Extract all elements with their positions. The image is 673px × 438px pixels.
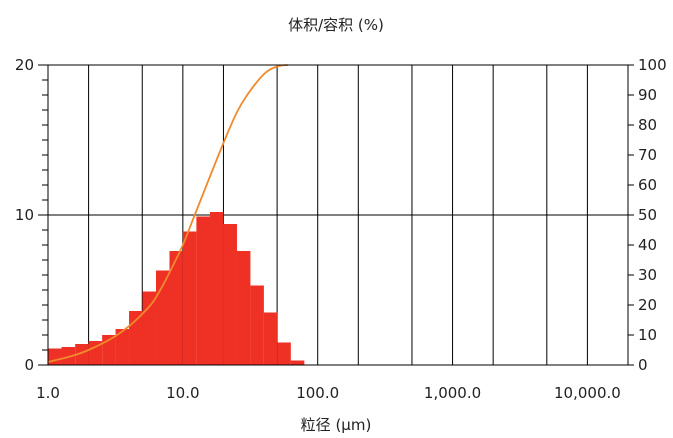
histogram-bar — [290, 360, 305, 365]
x-tick-label: 100.0 — [296, 384, 339, 402]
chart-title: 体积/容积 (%) — [288, 16, 384, 34]
histogram-bar — [182, 231, 197, 365]
y-right-tick-label: 60 — [638, 176, 657, 194]
y-right-tick-label: 0 — [638, 356, 648, 374]
histogram-bar — [48, 348, 62, 365]
histogram-bar — [210, 212, 224, 365]
histogram-bar — [75, 344, 89, 365]
y-right-tick-label: 20 — [638, 296, 657, 314]
grid — [48, 65, 628, 365]
x-tick-label: 10,000.0 — [554, 384, 621, 402]
x-tick-label: 1,000.0 — [424, 384, 481, 402]
tick-labels: 0 10 20 0 10 20 30 40 50 60 70 80 90 100 1.0 10.0 100.0 1… — [15, 56, 667, 402]
x-axis-label: 粒径 (μm) — [301, 416, 372, 434]
histogram-bar — [263, 312, 278, 365]
histogram-bar — [196, 216, 211, 365]
y-left-tick-label: 0 — [24, 356, 34, 374]
histogram-bar — [236, 251, 251, 365]
histogram-bar — [88, 341, 103, 365]
histogram-bar — [250, 285, 264, 365]
y-right-tick-label: 80 — [638, 116, 657, 134]
y-right-tick-label: 70 — [638, 146, 657, 164]
y-right-tick-label: 100 — [638, 56, 667, 74]
histogram-bar — [129, 311, 143, 365]
y-right-tick-label: 10 — [638, 326, 657, 344]
cumulative-curve-layer — [47, 64, 288, 363]
x-tick-label: 10.0 — [166, 384, 199, 402]
x-tick-label: 1.0 — [36, 384, 60, 402]
y-right-tick-label: 50 — [638, 206, 657, 224]
y-right-tick-label: 40 — [638, 236, 657, 254]
histogram-bar — [115, 329, 130, 365]
y-left-tick-label: 20 — [15, 56, 34, 74]
histogram-bar — [277, 342, 291, 365]
histogram-bar — [142, 291, 156, 365]
y-right-tick-label: 30 — [638, 266, 657, 284]
histogram-bar — [169, 251, 183, 365]
histogram-bar — [223, 224, 237, 365]
y-right-tick-label: 90 — [638, 86, 657, 104]
histogram-bars — [48, 212, 305, 365]
plot-frame — [38, 64, 634, 366]
y-left-tick-label: 10 — [15, 206, 34, 224]
histogram-bar — [61, 347, 76, 365]
histogram-bar — [155, 270, 170, 365]
cumulative-curve — [47, 64, 288, 363]
